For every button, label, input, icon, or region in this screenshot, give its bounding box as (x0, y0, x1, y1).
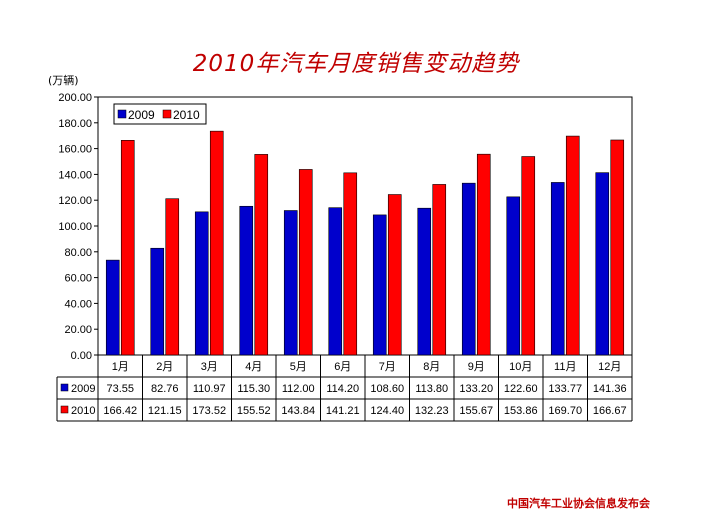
y-tick-label: 120.00 (58, 195, 92, 207)
data-label-2010-2: 121.15 (148, 405, 182, 417)
y-tick-label: 40.00 (64, 298, 92, 310)
y-tick-label: 180.00 (58, 118, 92, 130)
y-tick-label: 100.00 (58, 221, 92, 233)
bar-2010-7 (387, 194, 402, 356)
bar-2010-10 (521, 156, 536, 356)
x-tick-label: 4月 (245, 361, 262, 373)
legend-label-2009: 2009 (128, 108, 155, 122)
bar-2009-1 (105, 259, 120, 356)
data-label-2009-3: 110.97 (193, 383, 226, 395)
table-swatch-2009 (60, 383, 69, 392)
bar-2009-6 (328, 207, 343, 356)
bar-2010-2 (165, 198, 180, 356)
y-tick-label: 80.00 (64, 247, 92, 259)
y-tick-label: 20.00 (64, 324, 92, 336)
chart-title: 2010年汽车月度销售变动趋势 (192, 51, 520, 77)
bar-2010-4 (254, 154, 269, 356)
legend-swatch-2010 (162, 109, 172, 119)
bar-2009-11 (550, 182, 565, 356)
data-label-2009-10: 122.60 (504, 383, 538, 395)
bar-2009-9 (461, 182, 476, 356)
table-swatch-2010 (60, 405, 69, 414)
data-label-2009-4: 115.30 (237, 383, 270, 395)
x-tick-label: 1月 (112, 361, 129, 373)
legend-label-2010: 2010 (173, 108, 200, 122)
data-label-2009-1: 73.55 (106, 383, 134, 395)
plot-area: 0.00 20.00 40.00 60.00 80.00 100.00 120.00 140.… (58, 92, 633, 362)
bar-2010-12 (610, 139, 625, 356)
bar-2010-1 (120, 140, 135, 356)
y-tick-label: 160.00 (58, 144, 92, 156)
y-tick-label: 0.00 (71, 350, 92, 362)
data-label-2009-6: 114.20 (326, 383, 359, 395)
data-label-2009-5: 112.00 (282, 383, 315, 395)
x-tick-label: 5月 (290, 361, 307, 373)
bar-2009-2 (150, 247, 165, 356)
bar-2010-9 (476, 153, 491, 356)
bar-2009-4 (239, 205, 254, 356)
data-label-2009-2: 82.76 (151, 383, 179, 395)
x-tick-label: 10月 (509, 361, 532, 373)
y-axis-unit-label: (万辆) (48, 74, 79, 87)
bar-2010-6 (343, 172, 358, 356)
x-tick-label: 6月 (334, 361, 351, 373)
data-label-2010-1: 166.42 (103, 405, 137, 417)
data-label-2009-12: 141.36 (593, 383, 627, 395)
data-label-2010-4: 155.52 (237, 405, 271, 417)
table-series-label-2010: 2010 (71, 405, 95, 417)
x-tick-label: 3月 (201, 361, 218, 373)
bar-2010-5 (298, 169, 313, 356)
data-label-2010-5: 143.84 (281, 405, 315, 417)
x-tick-label: 11月 (554, 361, 576, 373)
data-label-2009-9: 133.20 (459, 383, 493, 395)
bar-2009-10 (506, 196, 521, 356)
bar-2010-8 (432, 184, 447, 356)
y-tick-label: 200.00 (58, 92, 92, 104)
data-label-2010-8: 132.23 (415, 405, 449, 417)
bar-2010-11 (565, 135, 580, 356)
legend: 2009 2010 (113, 103, 207, 125)
data-label-2010-12: 166.67 (593, 405, 627, 417)
x-tick-label: 2月 (156, 361, 173, 373)
bar-2010-3 (209, 130, 224, 356)
y-tick-label: 60.00 (64, 273, 92, 285)
legend-frame (113, 103, 207, 125)
data-label-2010-7: 124.40 (370, 405, 404, 417)
x-tick-label: 8月 (423, 361, 440, 373)
data-label-2010-6: 141.21 (326, 405, 360, 417)
data-label-2010-11: 169.70 (548, 405, 582, 417)
data-label-2009-11: 133.77 (548, 383, 582, 395)
data-label-2010-10: 153.86 (504, 405, 538, 417)
x-tick-label: 7月 (379, 361, 396, 373)
y-tick-label: 140.00 (58, 169, 92, 181)
data-table: 1月 2月 3月 4月 5月 6月 7月 8月 9月 10月 11月 12月 2009 73.55 82.7… (56, 355, 633, 422)
table-series-label-2009: 2009 (71, 383, 95, 395)
bar-2009-12 (595, 172, 610, 356)
plot-frame (97, 96, 633, 356)
data-label-2009-7: 108.60 (370, 383, 404, 395)
data-label-2010-9: 155.67 (459, 405, 493, 417)
footer-source-text: 中国汽车工业协会信息发布会 (507, 497, 650, 510)
bar-2009-3 (194, 211, 209, 356)
data-label-2009-8: 113.80 (415, 383, 448, 395)
bar-2009-5 (283, 210, 298, 356)
data-label-2010-3: 173.52 (192, 405, 226, 417)
x-tick-label: 12月 (598, 361, 621, 373)
x-tick-label: 9月 (468, 361, 485, 373)
bar-2009-8 (417, 207, 432, 356)
legend-swatch-2009 (117, 109, 127, 119)
bar-2009-7 (372, 214, 387, 356)
